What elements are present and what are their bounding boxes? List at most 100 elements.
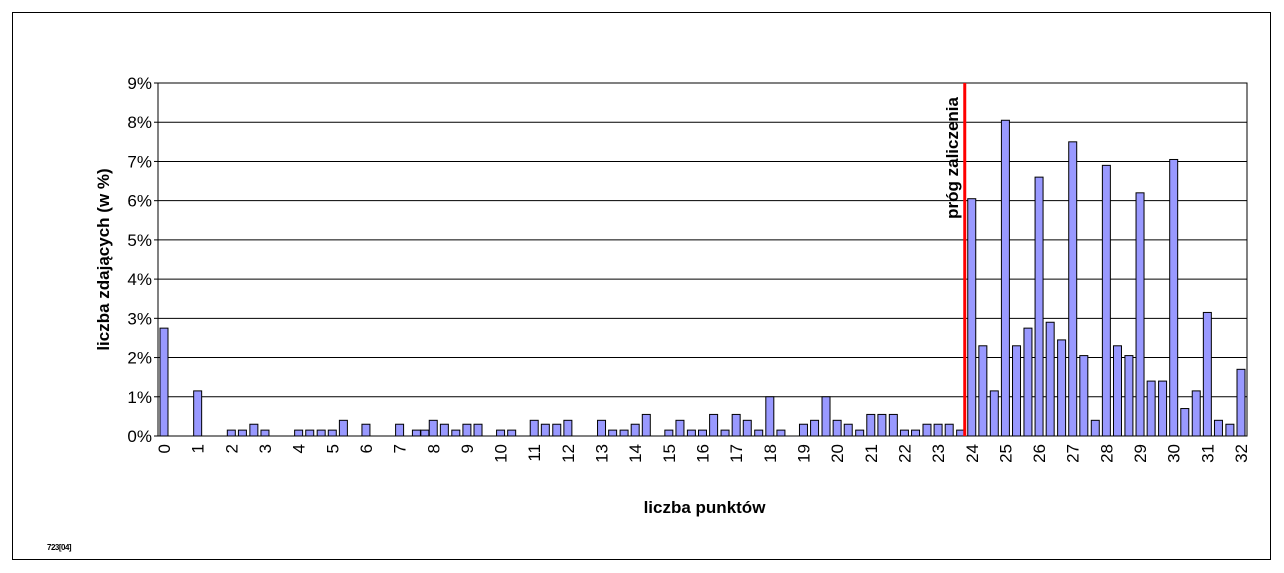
bar [1112, 345, 1122, 437]
bar [1169, 158, 1179, 437]
bars [159, 119, 1246, 437]
bar [1213, 419, 1223, 437]
bar [742, 419, 752, 437]
y-tick-labels: 0% 1% 2% 3% 4% 5% 6% 7% 8% 9% [127, 74, 152, 446]
x-tick-label: 7 [391, 444, 410, 453]
bar [754, 429, 764, 437]
bar [1034, 176, 1044, 437]
y-tick-label: 3% [127, 309, 152, 328]
bar [989, 390, 999, 437]
x-tick-label: 17 [727, 444, 746, 463]
y-axis-title: liczba zdających (w %) [94, 168, 113, 350]
x-tick-label: 2 [222, 444, 241, 453]
x-tick-label: 14 [626, 444, 645, 463]
x-tick-label: 30 [1165, 444, 1184, 463]
y-tick-label: 4% [127, 270, 152, 289]
footnote-code: 723[04] [47, 543, 72, 552]
y-tick-label: 2% [127, 349, 152, 368]
bar [922, 423, 932, 437]
bar [451, 429, 461, 437]
x-tick-label: 27 [1064, 444, 1083, 463]
x-tick-label: 24 [963, 444, 982, 463]
bar [832, 419, 842, 437]
x-tick-label: 18 [761, 444, 780, 463]
bar [899, 429, 909, 437]
bar [1236, 368, 1246, 437]
x-tick-label: 22 [895, 444, 914, 463]
bar [944, 423, 954, 437]
bar [305, 429, 315, 437]
bar [327, 429, 337, 437]
threshold-label: próg zaliczenia [943, 96, 962, 218]
bar [540, 423, 550, 437]
bar [237, 429, 247, 437]
bar [428, 419, 438, 437]
bar [888, 413, 898, 437]
bar [193, 390, 203, 437]
x-tick-label: 10 [492, 444, 511, 463]
bar [798, 423, 808, 437]
x-tick-label: 4 [290, 444, 309, 453]
y-tick-label: 8% [127, 113, 152, 132]
bar [496, 429, 506, 437]
bar [361, 423, 371, 437]
x-tick-label: 0 [155, 444, 174, 453]
bar [810, 419, 820, 437]
bar [1012, 345, 1022, 437]
bar [316, 429, 326, 437]
y-tick-label: 6% [127, 192, 152, 211]
x-tick-label: 23 [929, 444, 948, 463]
x-tick-label: 5 [323, 444, 342, 453]
axes [154, 82, 1248, 437]
x-tick-label: 21 [862, 444, 881, 463]
bar [698, 429, 707, 437]
x-tick-label: 31 [1198, 444, 1217, 463]
bar [843, 423, 853, 437]
plot-area-border [157, 82, 1248, 437]
bar [226, 429, 236, 437]
bar [473, 423, 483, 437]
bar [260, 429, 270, 437]
bar [664, 429, 674, 437]
x-tick-label: 29 [1131, 444, 1150, 463]
bar [1191, 390, 1201, 437]
bar [776, 429, 786, 437]
bar [338, 419, 348, 437]
bar [619, 429, 629, 437]
x-tick-label: 11 [525, 444, 544, 462]
x-tick-label: 8 [424, 444, 443, 453]
bar [563, 419, 573, 437]
bar [1068, 141, 1078, 437]
x-tick-label: 28 [1097, 444, 1116, 463]
grid-lines [158, 82, 1247, 398]
bar [967, 198, 977, 437]
x-tick-label: 12 [559, 444, 578, 463]
bar [159, 327, 169, 437]
y-tick-label: 1% [127, 388, 152, 407]
bar [294, 429, 304, 437]
chart-frame: 0% 1% 2% 3% 4% 5% 6% 7% 8% 9% 0 1 2 3 4 5 6 7 8 9 10 11 12 13 1… [12, 12, 1271, 560]
bar-chart: 0%1%2%3%4%5%6%7%8%9% 0 1 2 3 4 5 6 7 8 9 10 11 12 13 1… [94, 74, 1251, 517]
bar [1057, 339, 1067, 437]
bar [1045, 321, 1055, 437]
bar [1124, 355, 1134, 437]
bar [1202, 311, 1212, 437]
x-axis-title: liczba punktów [644, 498, 767, 517]
bar [641, 413, 651, 437]
bar [821, 396, 831, 437]
bar [1225, 423, 1235, 437]
bar [1090, 419, 1100, 437]
x-tick-label: 19 [794, 444, 813, 463]
x-tick-label: 1 [189, 444, 208, 453]
bar [1146, 380, 1156, 437]
y-tick-label: 0% [127, 427, 152, 446]
bar [597, 419, 607, 437]
x-tick-label: 32 [1232, 444, 1251, 463]
bar [1079, 355, 1089, 437]
bar [462, 423, 472, 437]
x-tick-label: 26 [1030, 444, 1049, 463]
bar [1158, 380, 1168, 437]
bar [1101, 164, 1111, 437]
bar [249, 423, 259, 437]
bar [630, 423, 640, 437]
